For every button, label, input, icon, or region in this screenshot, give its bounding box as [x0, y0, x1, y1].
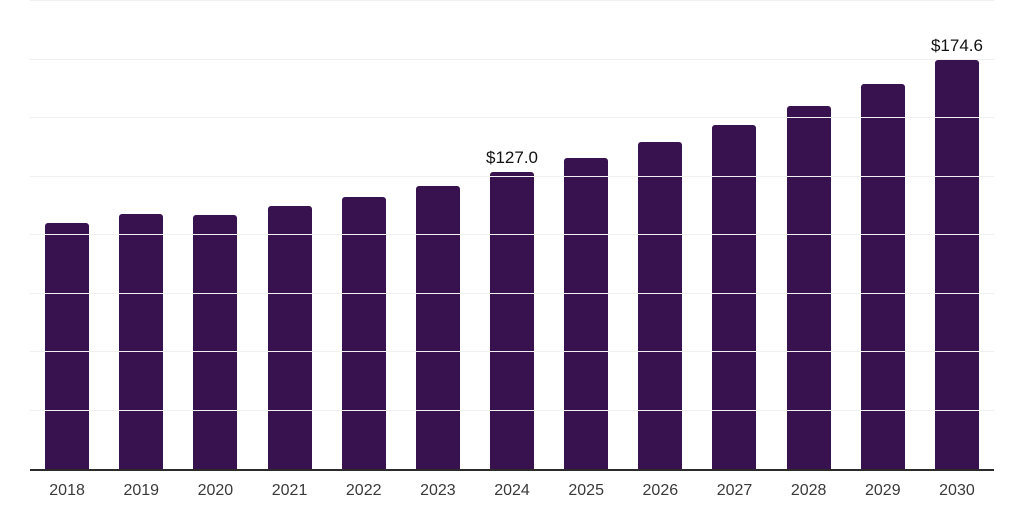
gridline-100 — [30, 234, 994, 235]
x-axis-label-2021: 2021 — [271, 482, 308, 499]
x-axis-label-2023: 2023 — [420, 482, 456, 499]
bar-2028 — [786, 106, 831, 469]
gridline-150 — [30, 117, 994, 118]
bar-2026 — [638, 141, 683, 469]
gridline-50 — [30, 351, 994, 352]
x-axis-label-2025: 2025 — [568, 482, 604, 499]
bar-2024 — [490, 171, 535, 469]
gridline-75 — [30, 292, 994, 294]
bar-2020 — [193, 215, 238, 469]
bar-2025 — [564, 158, 609, 469]
bar-2023 — [415, 185, 460, 469]
bar-slot-2026 — [623, 1, 697, 469]
bar-2029 — [860, 84, 905, 469]
gridline-25 — [30, 409, 994, 411]
bar-slot-2030: $174.6 — [920, 1, 994, 469]
bar-slot-2018 — [30, 1, 104, 469]
x-axis-label-2028: 2028 — [790, 482, 827, 499]
x-axis-label-2022: 2022 — [345, 482, 382, 499]
x-axis-label-2024: 2024 — [494, 482, 530, 499]
bar-2021 — [267, 205, 312, 469]
gridline-175 — [30, 58, 994, 60]
plot-area: $127.0 $174.6 — [30, 0, 994, 469]
bar-slot-2023 — [401, 1, 475, 469]
bar-value-label-2030: $174.6 — [930, 36, 983, 56]
bar-slot-2028 — [772, 1, 846, 469]
bar-slot-2022 — [327, 1, 401, 469]
x-axis-labels: 2018 2019 2020 2021 2022 2023 2024 2025 2026 2027… — [30, 482, 994, 499]
bar-2018 — [45, 223, 90, 469]
x-axis-label-2029: 2029 — [865, 482, 901, 499]
bar-2027 — [712, 125, 757, 469]
bar-slot-2029 — [846, 1, 920, 469]
bar-value-label-2024: $127.0 — [486, 147, 539, 167]
x-axis-label-2026: 2026 — [642, 482, 679, 499]
bar-slot-2024: $127.0 — [475, 1, 549, 469]
x-axis-line — [30, 469, 994, 471]
bar-slot-2019 — [104, 1, 178, 469]
bar-2022 — [341, 196, 386, 469]
bar-2019 — [119, 214, 164, 469]
x-axis-label-2018: 2018 — [49, 482, 85, 499]
x-axis-label-2020: 2020 — [197, 482, 234, 499]
x-axis-label-2019: 2019 — [123, 482, 160, 499]
bar-slot-2020 — [178, 1, 252, 469]
bar-slot-2021 — [252, 1, 326, 469]
x-axis-label-2030: 2030 — [939, 482, 975, 499]
bar-slot-2025 — [549, 1, 623, 469]
bar-2030 — [934, 60, 979, 469]
bar-slot-2027 — [697, 1, 771, 469]
x-axis-label-2027: 2027 — [716, 482, 753, 499]
bars-container: $127.0 $174.6 — [30, 1, 994, 469]
gridline-125 — [30, 175, 994, 177]
gridline-200 — [30, 0, 994, 1]
